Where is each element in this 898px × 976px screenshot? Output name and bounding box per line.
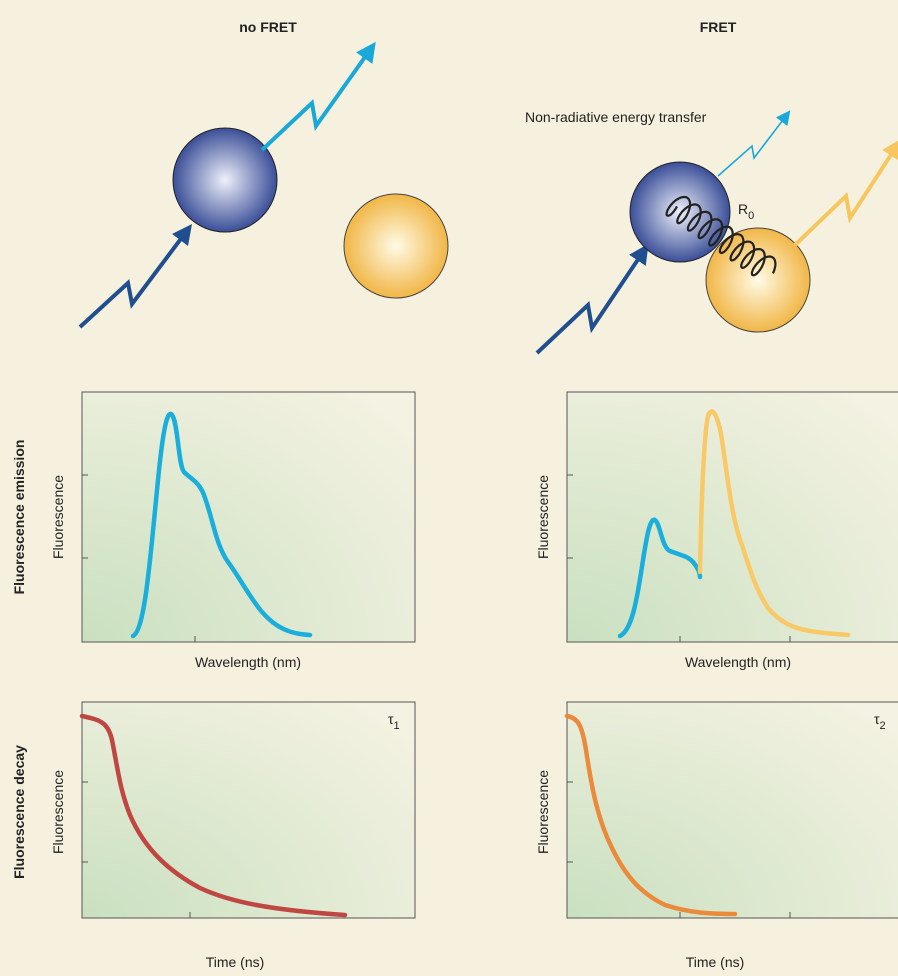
lifetime-label: τ2 <box>874 711 886 732</box>
excitation-arrow <box>535 243 649 355</box>
panel <box>81 701 416 919</box>
y-axis-label: Fluorescence <box>535 475 551 559</box>
panel <box>81 391 416 643</box>
symbol: τ <box>874 711 880 727</box>
row-label: Fluorescence emission <box>11 440 27 595</box>
subscript: 0 <box>748 210 754 222</box>
distance-label: R0 <box>738 201 754 222</box>
acceptor-emission-arrow <box>793 138 898 247</box>
donor <box>172 127 278 233</box>
symbol: R <box>738 201 748 217</box>
column-title: no FRET <box>239 19 297 35</box>
energy-coil <box>665 195 777 277</box>
row-label: Fluorescence decay <box>11 745 27 879</box>
tick-marks <box>82 474 791 642</box>
transfer-label: Non-radiative energy transfer <box>525 109 707 125</box>
y-axis-label: Fluorescence <box>50 770 66 854</box>
x-axis-label: Time (ns) <box>206 954 265 970</box>
donor-spectrum <box>130 411 313 639</box>
x-axis-label: Time (ns) <box>686 954 745 970</box>
column-title: FRET <box>700 19 737 35</box>
acceptor <box>343 193 449 299</box>
y-axis-label: Fluorescence <box>50 475 66 559</box>
emission-arrow <box>260 41 376 152</box>
decay-curve <box>79 713 348 918</box>
excitation-arrow <box>78 224 192 329</box>
y-axis-label: Fluorescence <box>535 770 551 854</box>
panel <box>566 701 898 919</box>
x-axis-label: Wavelength (nm) <box>195 654 301 670</box>
donor <box>629 161 731 263</box>
subscript: 1 <box>394 720 400 732</box>
subscript: 2 <box>880 720 886 732</box>
donor-spectrum <box>617 517 703 639</box>
tick-marks <box>82 781 791 918</box>
decay-curve <box>564 713 738 917</box>
x-axis-label: Wavelength (nm) <box>685 654 791 670</box>
acceptor-spectrum <box>697 409 851 638</box>
lifetime-label: τ1 <box>388 711 400 732</box>
weak-emission-arrow <box>717 110 791 177</box>
symbol: τ <box>388 711 394 727</box>
